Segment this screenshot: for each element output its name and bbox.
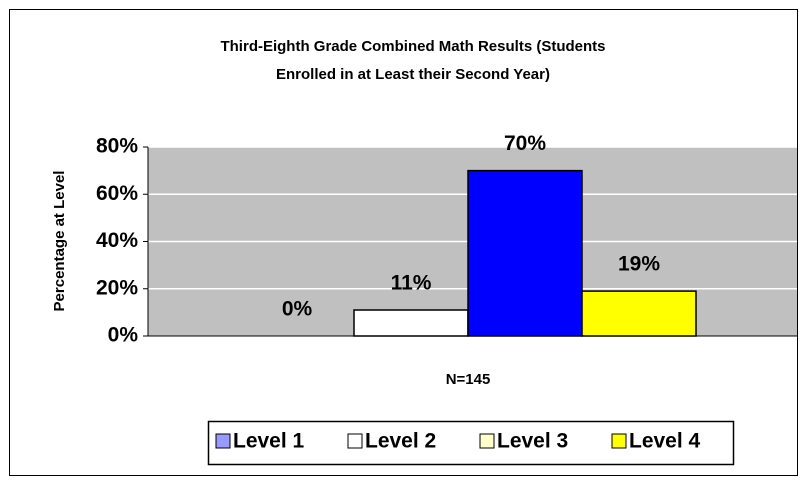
y-tick-label: 20% — [96, 276, 138, 299]
y-axis-label: Percentage at Level — [51, 171, 68, 312]
legend-label: Level 4 — [629, 430, 701, 453]
y-tick-label: 0% — [108, 324, 139, 347]
legend-swatch — [479, 433, 495, 449]
bar — [467, 169, 583, 337]
legend-swatch — [347, 433, 363, 449]
y-tick-label: 60% — [96, 182, 138, 205]
legend-box — [207, 420, 735, 466]
data-label: 0% — [282, 298, 313, 321]
bar — [353, 309, 469, 337]
data-label: 11% — [391, 272, 432, 295]
data-label: 70% — [504, 132, 546, 155]
legend-swatch — [215, 433, 231, 449]
data-label: 19% — [618, 253, 660, 276]
legend-label: Level 1 — [233, 430, 305, 453]
y-tick-label: 40% — [96, 229, 138, 252]
y-tick-label: 80% — [96, 135, 138, 158]
bar — [581, 290, 697, 337]
legend-swatch — [611, 433, 627, 449]
legend-label: Level 2 — [365, 430, 436, 453]
x-tick-label: N=145 — [446, 371, 491, 388]
legend-label: Level 3 — [497, 430, 568, 453]
chart-title: Third-Eighth Grade Combined Math Results… — [220, 38, 605, 55]
chart-title: Enrolled in at Least their Second Year) — [276, 66, 550, 83]
